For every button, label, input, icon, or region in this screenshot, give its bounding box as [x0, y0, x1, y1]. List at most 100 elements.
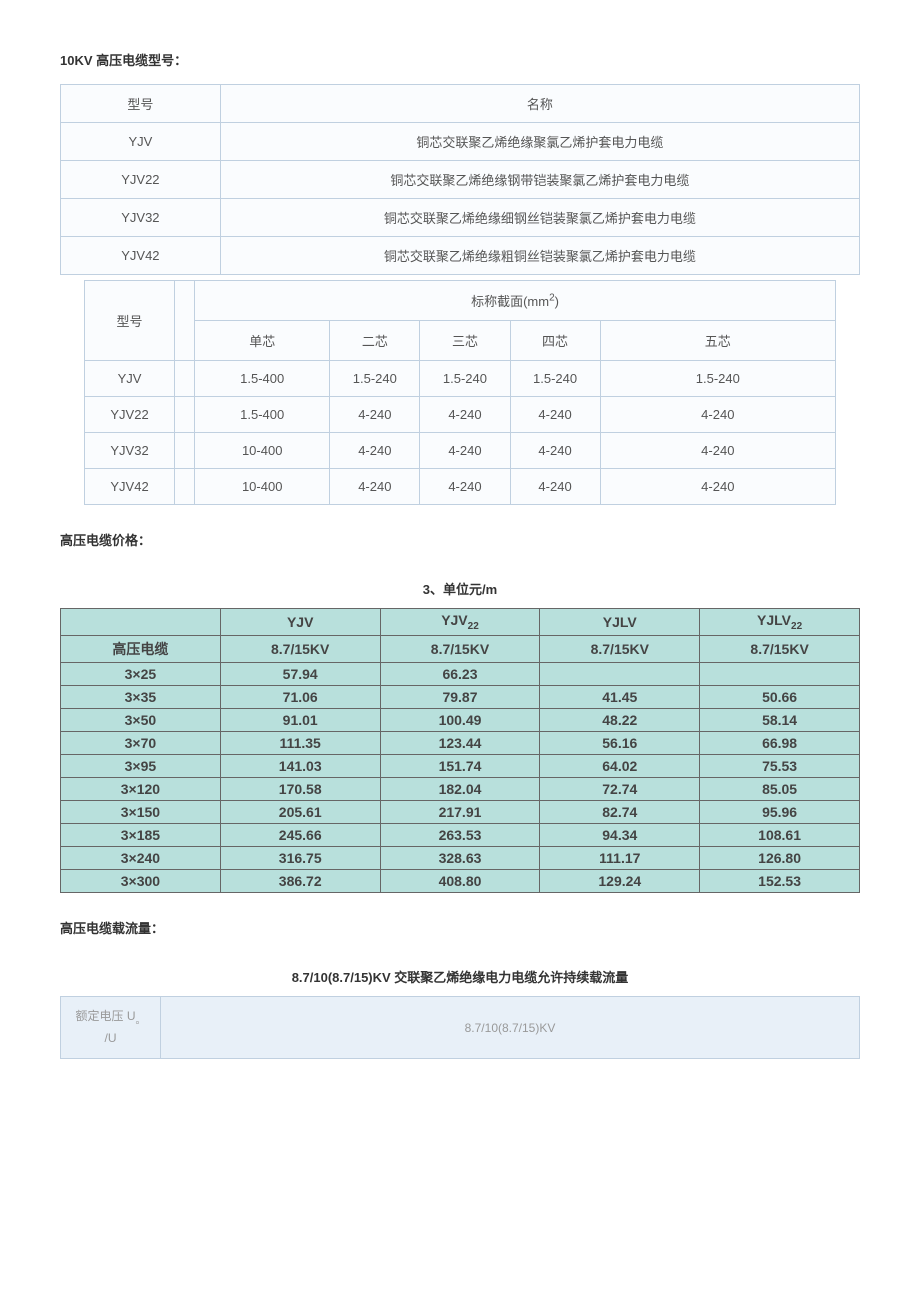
- cell: 72.74: [540, 777, 700, 800]
- cell: 8.7/15KV: [540, 635, 700, 662]
- cable-models-table: 型号 名称 YJV 铜芯交联聚乙烯绝缘聚氯乙烯护套电力电缆 YJV22 铜芯交联…: [60, 84, 860, 275]
- cell: 3×185: [61, 823, 221, 846]
- cell: 8.7/15KV: [220, 635, 380, 662]
- table-row: 3×25 57.94 66.23: [61, 662, 860, 685]
- cell: YJV22: [85, 397, 175, 433]
- header-yjv22: YJV22: [380, 609, 540, 636]
- cell: 高压电缆: [61, 635, 221, 662]
- rated-voltage-value: 8.7/10(8.7/15)KV: [161, 996, 860, 1059]
- cell: 48.22: [540, 708, 700, 731]
- cell: 64.02: [540, 754, 700, 777]
- table-row: YJV 铜芯交联聚乙烯绝缘聚氯乙烯护套电力电缆: [61, 123, 860, 161]
- table-row: 3×150 205.61 217.91 82.74 95.96: [61, 800, 860, 823]
- table-row: 3×120 170.58 182.04 72.74 85.05: [61, 777, 860, 800]
- section-title-current: 高压电缆载流量：: [60, 918, 860, 937]
- cell: 4-240: [420, 433, 510, 469]
- sub-header: 四芯: [510, 321, 600, 361]
- cell: [700, 662, 860, 685]
- cell-spacer: [175, 361, 195, 397]
- cell: 3×120: [61, 777, 221, 800]
- cell: 85.05: [700, 777, 860, 800]
- cell-spacer: [175, 433, 195, 469]
- cell-model: YJV42: [61, 237, 221, 275]
- header-model: 型号: [61, 85, 221, 123]
- cell: 4-240: [330, 469, 420, 505]
- cell: 3×70: [61, 731, 221, 754]
- cell: 3×150: [61, 800, 221, 823]
- cell: 100.49: [380, 708, 540, 731]
- cell: 79.87: [380, 685, 540, 708]
- cell-model: YJV22: [61, 161, 221, 199]
- header-yjlv: YJLV: [540, 609, 700, 636]
- cell: 82.74: [540, 800, 700, 823]
- cell: 386.72: [220, 869, 380, 892]
- header-cross-section: 标称截面(mm2): [195, 281, 836, 321]
- cell: 8.7/15KV: [380, 635, 540, 662]
- cell: 205.61: [220, 800, 380, 823]
- cell: 91.01: [220, 708, 380, 731]
- table-row: 3×70 111.35 123.44 56.16 66.98: [61, 731, 860, 754]
- cell: 57.94: [220, 662, 380, 685]
- cell: YJV: [85, 361, 175, 397]
- cell: 4-240: [420, 469, 510, 505]
- cell: 316.75: [220, 846, 380, 869]
- cell: 152.53: [700, 869, 860, 892]
- cell: 8.7/15KV: [700, 635, 860, 662]
- table-header-row: YJV YJV22 YJLV YJLV22: [61, 609, 860, 636]
- header-yjv: YJV: [220, 609, 380, 636]
- table-row: YJV22 铜芯交联聚乙烯绝缘钢带铠装聚氯乙烯护套电力电缆: [61, 161, 860, 199]
- cell-name: 铜芯交联聚乙烯绝缘聚氯乙烯护套电力电缆: [220, 123, 859, 161]
- table-sub-header-row: 单芯 二芯 三芯 四芯 五芯: [85, 321, 836, 361]
- sub-header: 三芯: [420, 321, 510, 361]
- section-title-prices: 高压电缆价格：: [60, 530, 860, 549]
- cell: 328.63: [380, 846, 540, 869]
- table-row: YJV 1.5-400 1.5-240 1.5-240 1.5-240 1.5-…: [85, 361, 836, 397]
- cell: 3×95: [61, 754, 221, 777]
- cell: 126.80: [700, 846, 860, 869]
- cell: 1.5-240: [600, 361, 835, 397]
- cell: 3×300: [61, 869, 221, 892]
- cell: 170.58: [220, 777, 380, 800]
- cell: 217.91: [380, 800, 540, 823]
- table-row: 3×95 141.03 151.74 64.02 75.53: [61, 754, 860, 777]
- header-blank: [61, 609, 221, 636]
- cell: 3×50: [61, 708, 221, 731]
- cell: 1.5-240: [330, 361, 420, 397]
- cell-name: 铜芯交联聚乙烯绝缘细钢丝铠装聚氯乙烯护套电力电缆: [220, 199, 859, 237]
- current-capacity-table: 额定电压 U。/U 8.7/10(8.7/15)KV: [60, 996, 860, 1060]
- cell: YJV32: [85, 433, 175, 469]
- cell: 3×240: [61, 846, 221, 869]
- cell: 4-240: [330, 433, 420, 469]
- cell-model: YJV32: [61, 199, 221, 237]
- cell: 129.24: [540, 869, 700, 892]
- table-row: 额定电压 U。/U 8.7/10(8.7/15)KV: [61, 996, 860, 1059]
- cell-spacer: [175, 469, 195, 505]
- table-row: YJV22 1.5-400 4-240 4-240 4-240 4-240: [85, 397, 836, 433]
- prices-table: YJV YJV22 YJLV YJLV22 高压电缆 8.7/15KV 8.7/…: [60, 608, 860, 893]
- cell: 41.45: [540, 685, 700, 708]
- cell: 56.16: [540, 731, 700, 754]
- table-row: YJV32 10-400 4-240 4-240 4-240 4-240: [85, 433, 836, 469]
- cell: 4-240: [510, 397, 600, 433]
- cell: 66.98: [700, 731, 860, 754]
- table-row: YJV42 10-400 4-240 4-240 4-240 4-240: [85, 469, 836, 505]
- sub-header: 单芯: [195, 321, 330, 361]
- table-row: 3×35 71.06 79.87 41.45 50.66: [61, 685, 860, 708]
- table-row: YJV42 铜芯交联聚乙烯绝缘粗铜丝铠装聚氯乙烯护套电力电缆: [61, 237, 860, 275]
- section-title-models: 10KV 高压电缆型号：: [60, 50, 860, 69]
- cell: 1.5-240: [420, 361, 510, 397]
- cell: 75.53: [700, 754, 860, 777]
- cell-name: 铜芯交联聚乙烯绝缘钢带铠装聚氯乙烯护套电力电缆: [220, 161, 859, 199]
- cell: 1.5-400: [195, 361, 330, 397]
- header-name: 名称: [220, 85, 859, 123]
- cell-spacer: [175, 397, 195, 433]
- cell: 151.74: [380, 754, 540, 777]
- cross-section-table: 型号 标称截面(mm2) 单芯 二芯 三芯 四芯 五芯 YJV 1.5-400 …: [84, 280, 836, 505]
- table-header-row: 型号 名称: [61, 85, 860, 123]
- cell: 58.14: [700, 708, 860, 731]
- cell: 94.34: [540, 823, 700, 846]
- cell: 123.44: [380, 731, 540, 754]
- table-header-row: 型号 标称截面(mm2): [85, 281, 836, 321]
- cell: 245.66: [220, 823, 380, 846]
- cell: 4-240: [420, 397, 510, 433]
